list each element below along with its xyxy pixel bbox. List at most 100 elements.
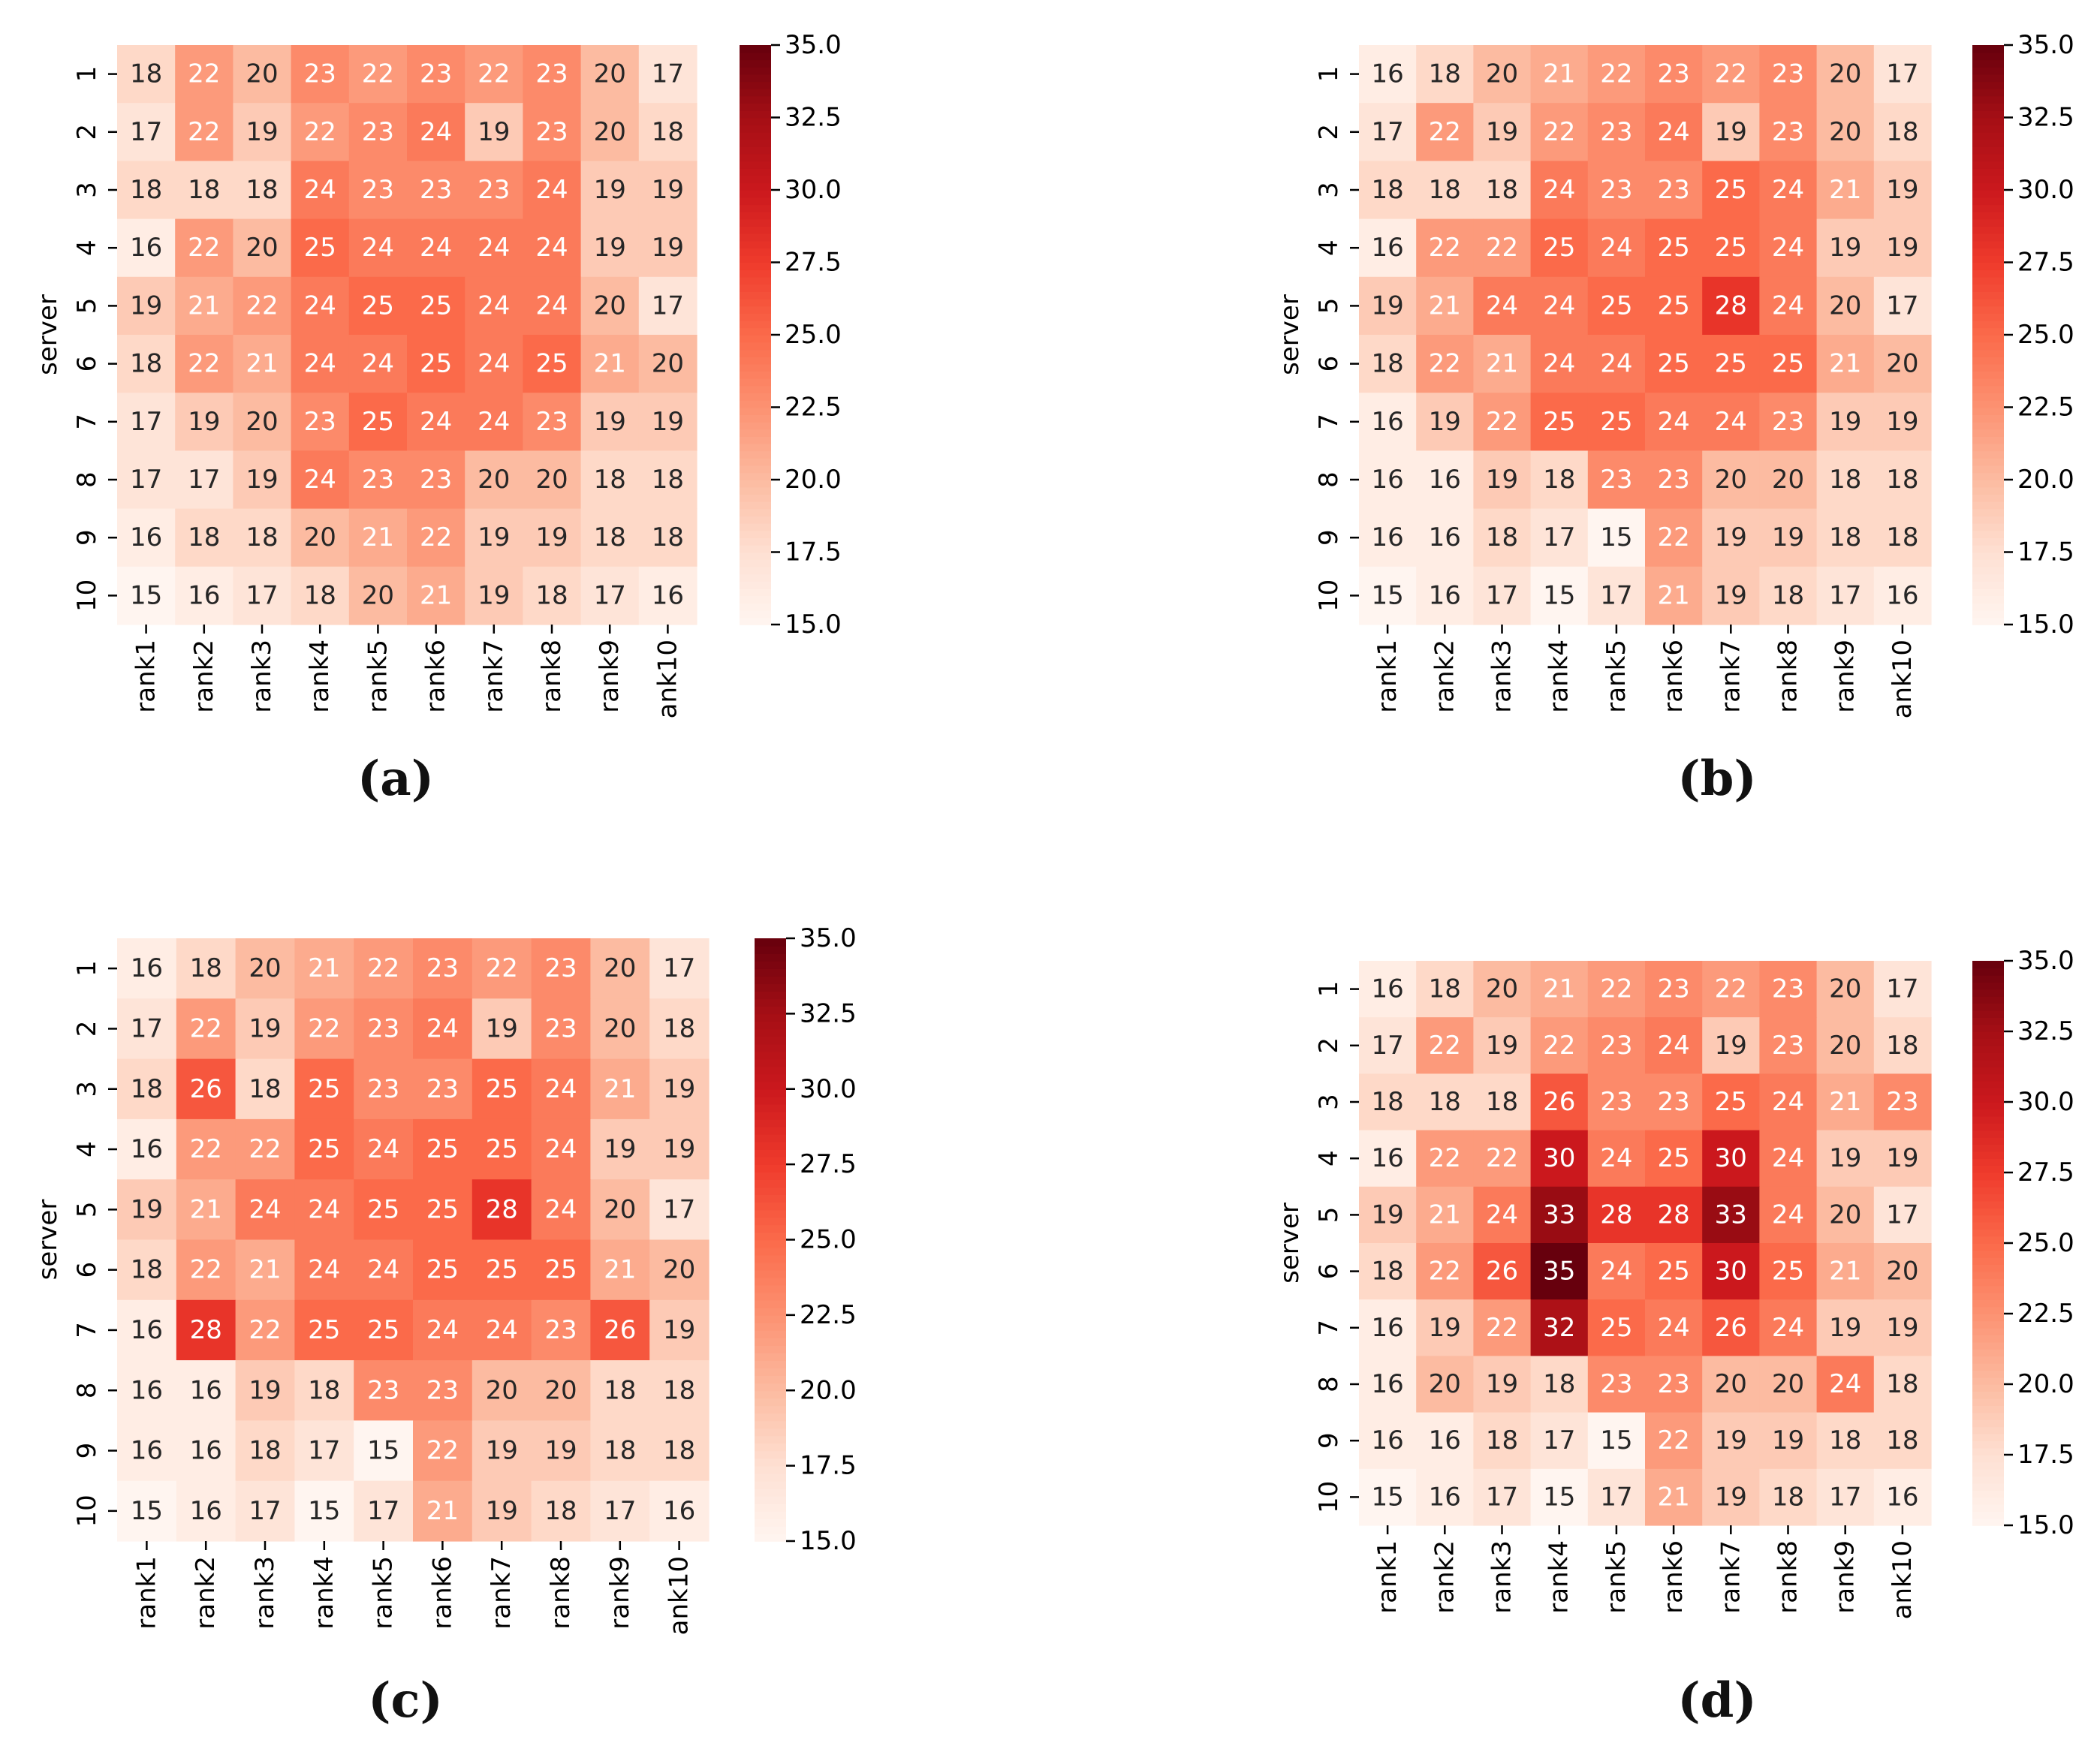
heatmap-a-colorbar-band bbox=[740, 508, 771, 517]
heatmap-a-y-tick-label: 6 bbox=[72, 356, 102, 372]
heatmap-d-cell bbox=[1416, 1412, 1474, 1470]
heatmap-d-value-label: 23 bbox=[1600, 1369, 1632, 1399]
heatmap-c-value-label: 17 bbox=[308, 1436, 340, 1466]
heatmap-b-value-label: 24 bbox=[1486, 290, 1518, 321]
heatmap-d-colorbar-band bbox=[1972, 1024, 2004, 1032]
heatmap-d-annotations: 16 18 20 21 22 23 22 23 20 17 17 22 19 22 23 24 19 23 20 18… bbox=[1371, 974, 1918, 1513]
heatmap-b-value-label: 25 bbox=[1657, 233, 1689, 263]
heatmap-a-cell bbox=[523, 276, 582, 336]
heatmap-a-value-label: 17 bbox=[130, 117, 162, 147]
heatmap-b-cell bbox=[1473, 161, 1532, 220]
heatmap-c-colorbar-tick-label: 25.0 bbox=[800, 1225, 857, 1255]
heatmap-d-value-label: 17 bbox=[1886, 1200, 1918, 1230]
heatmap-b-value-label: 18 bbox=[1429, 59, 1461, 89]
heatmap-d-value-label: 19 bbox=[1829, 1143, 1861, 1173]
heatmap-c-value-label: 21 bbox=[604, 1255, 636, 1285]
heatmap-c-colorbar-band bbox=[755, 1088, 786, 1097]
heatmap-a-value-label: 20 bbox=[478, 465, 510, 495]
heatmap-d-colorbar-band bbox=[1972, 974, 2004, 983]
heatmap-a-value-label: 18 bbox=[130, 59, 162, 89]
heatmap-d-value-label: 24 bbox=[1600, 1257, 1632, 1287]
heatmap-b-cell bbox=[1873, 103, 1932, 161]
heatmap-a-x-tick-label: rank5 bbox=[363, 640, 393, 713]
heatmap-d-value-label: 23 bbox=[1772, 1031, 1804, 1061]
heatmap-c-colorbar-band bbox=[755, 1133, 786, 1142]
heatmap-a-x-tick-label: rank4 bbox=[305, 640, 335, 713]
heatmap-c-colorbar-band bbox=[755, 976, 786, 985]
heatmap-a-value-label: 19 bbox=[594, 175, 626, 205]
heatmap-b-cell bbox=[1416, 335, 1474, 393]
heatmap-d-colorbar-tick-label: 20.0 bbox=[2017, 1369, 2074, 1399]
heatmap-d-colorbar-band bbox=[1972, 1038, 2004, 1046]
heatmap-a-colorbar-band bbox=[740, 298, 771, 307]
heatmap-c-colorbar-band bbox=[755, 1322, 786, 1331]
heatmap-c-cell bbox=[117, 998, 177, 1060]
heatmap-c-colorbar-band bbox=[755, 1224, 786, 1233]
heatmap-d-cell bbox=[1473, 1412, 1532, 1470]
heatmap-c-value-label: 16 bbox=[131, 1375, 163, 1405]
heatmap-a-value-label: 22 bbox=[362, 59, 394, 89]
heatmap-a-x-tick-label: rank2 bbox=[189, 640, 219, 713]
heatmap-c-cell bbox=[413, 938, 473, 999]
heatmap-c-cell bbox=[354, 998, 414, 1060]
heatmap-b-value-label: 22 bbox=[1543, 117, 1575, 147]
heatmap-a-colorbar-band bbox=[740, 544, 771, 553]
heatmap-d-value-label: 23 bbox=[1657, 974, 1689, 1004]
heatmap-b-x-tick-label: rank9 bbox=[1830, 640, 1860, 713]
heatmap-a-value-label: 18 bbox=[594, 522, 626, 552]
heatmap-d-colorbar-band bbox=[1972, 1419, 2004, 1428]
heatmap-c-value-label: 16 bbox=[190, 1375, 222, 1405]
heatmap-c-value-label: 23 bbox=[426, 953, 459, 983]
heatmap-b-colorbar-band bbox=[1972, 501, 2004, 510]
heatmap-c-cell bbox=[472, 1480, 532, 1542]
heatmap-a-cell bbox=[233, 508, 292, 567]
heatmap-d-colorbar-band bbox=[1972, 1059, 2004, 1067]
heatmap-d-value-label: 21 bbox=[1657, 1482, 1689, 1512]
heatmap-a-cell bbox=[175, 450, 234, 510]
heatmap-c-value-label: 28 bbox=[486, 1194, 518, 1224]
heatmap-c-colorbar-band bbox=[755, 1269, 786, 1278]
heatmap-d-cell bbox=[1873, 1243, 1932, 1300]
heatmap-c-value-label: 25 bbox=[544, 1255, 577, 1285]
heatmap-b-cell bbox=[1702, 566, 1760, 625]
heatmap-c-value-label: 25 bbox=[426, 1194, 459, 1224]
heatmap-a-value-label: 21 bbox=[420, 580, 452, 610]
heatmap-c-cell bbox=[235, 998, 295, 1060]
heatmap-b-x-tick-label: rank4 bbox=[1544, 640, 1574, 713]
heatmap-b-colorbar-tick-label: 30.0 bbox=[2017, 175, 2074, 205]
heatmap-b-x-tick-label: rank3 bbox=[1487, 640, 1517, 713]
heatmap-a-colorbar-band bbox=[740, 269, 771, 278]
heatmap-a-colorbar-band bbox=[740, 153, 771, 162]
heatmap-b-value-label: 24 bbox=[1715, 407, 1747, 437]
heatmap-d-cell bbox=[1873, 1130, 1932, 1188]
heatmap-d-value-label: 19 bbox=[1715, 1482, 1747, 1512]
heatmap-c-colorbar-band bbox=[755, 1179, 786, 1188]
heatmap-b-x-tick-label: rank2 bbox=[1430, 640, 1460, 713]
heatmap-a-cell bbox=[523, 508, 582, 567]
heatmap-c-colorbar-band bbox=[755, 991, 786, 1000]
heatmap-a-colorbar-band bbox=[740, 335, 771, 343]
heatmap-a-value-label: 19 bbox=[246, 117, 278, 147]
heatmap-d-x-tick-label: ank10 bbox=[1888, 1540, 1918, 1619]
heatmap-a-cell bbox=[233, 393, 292, 451]
heatmap-b-cell bbox=[1587, 566, 1646, 625]
heatmap-c-colorbar-band bbox=[755, 1533, 786, 1542]
heatmap-b-cell bbox=[1816, 45, 1875, 104]
heatmap-c-cell bbox=[354, 1118, 414, 1180]
heatmap-c-cell bbox=[590, 1420, 650, 1482]
heatmap-c-value-label: 24 bbox=[249, 1194, 281, 1224]
heatmap-a-colorbar-band bbox=[740, 595, 771, 604]
heatmap-b-y-tick-label: 4 bbox=[1314, 239, 1344, 256]
heatmap-a-cell bbox=[638, 218, 697, 278]
heatmap-c-cell bbox=[413, 1480, 473, 1542]
heatmap-a-cell bbox=[291, 276, 350, 336]
heatmap-c-colorbar-band bbox=[755, 1353, 786, 1361]
heatmap-a-value-label: 22 bbox=[304, 117, 336, 147]
heatmap-b-cell bbox=[1587, 103, 1646, 161]
heatmap-a-cell bbox=[117, 508, 176, 567]
heatmap-d-cell bbox=[1816, 1186, 1875, 1244]
heatmap-d-cell bbox=[1473, 961, 1532, 1018]
heatmap-a-colorbar-band bbox=[740, 211, 771, 220]
heatmap-c-cell bbox=[176, 998, 237, 1060]
